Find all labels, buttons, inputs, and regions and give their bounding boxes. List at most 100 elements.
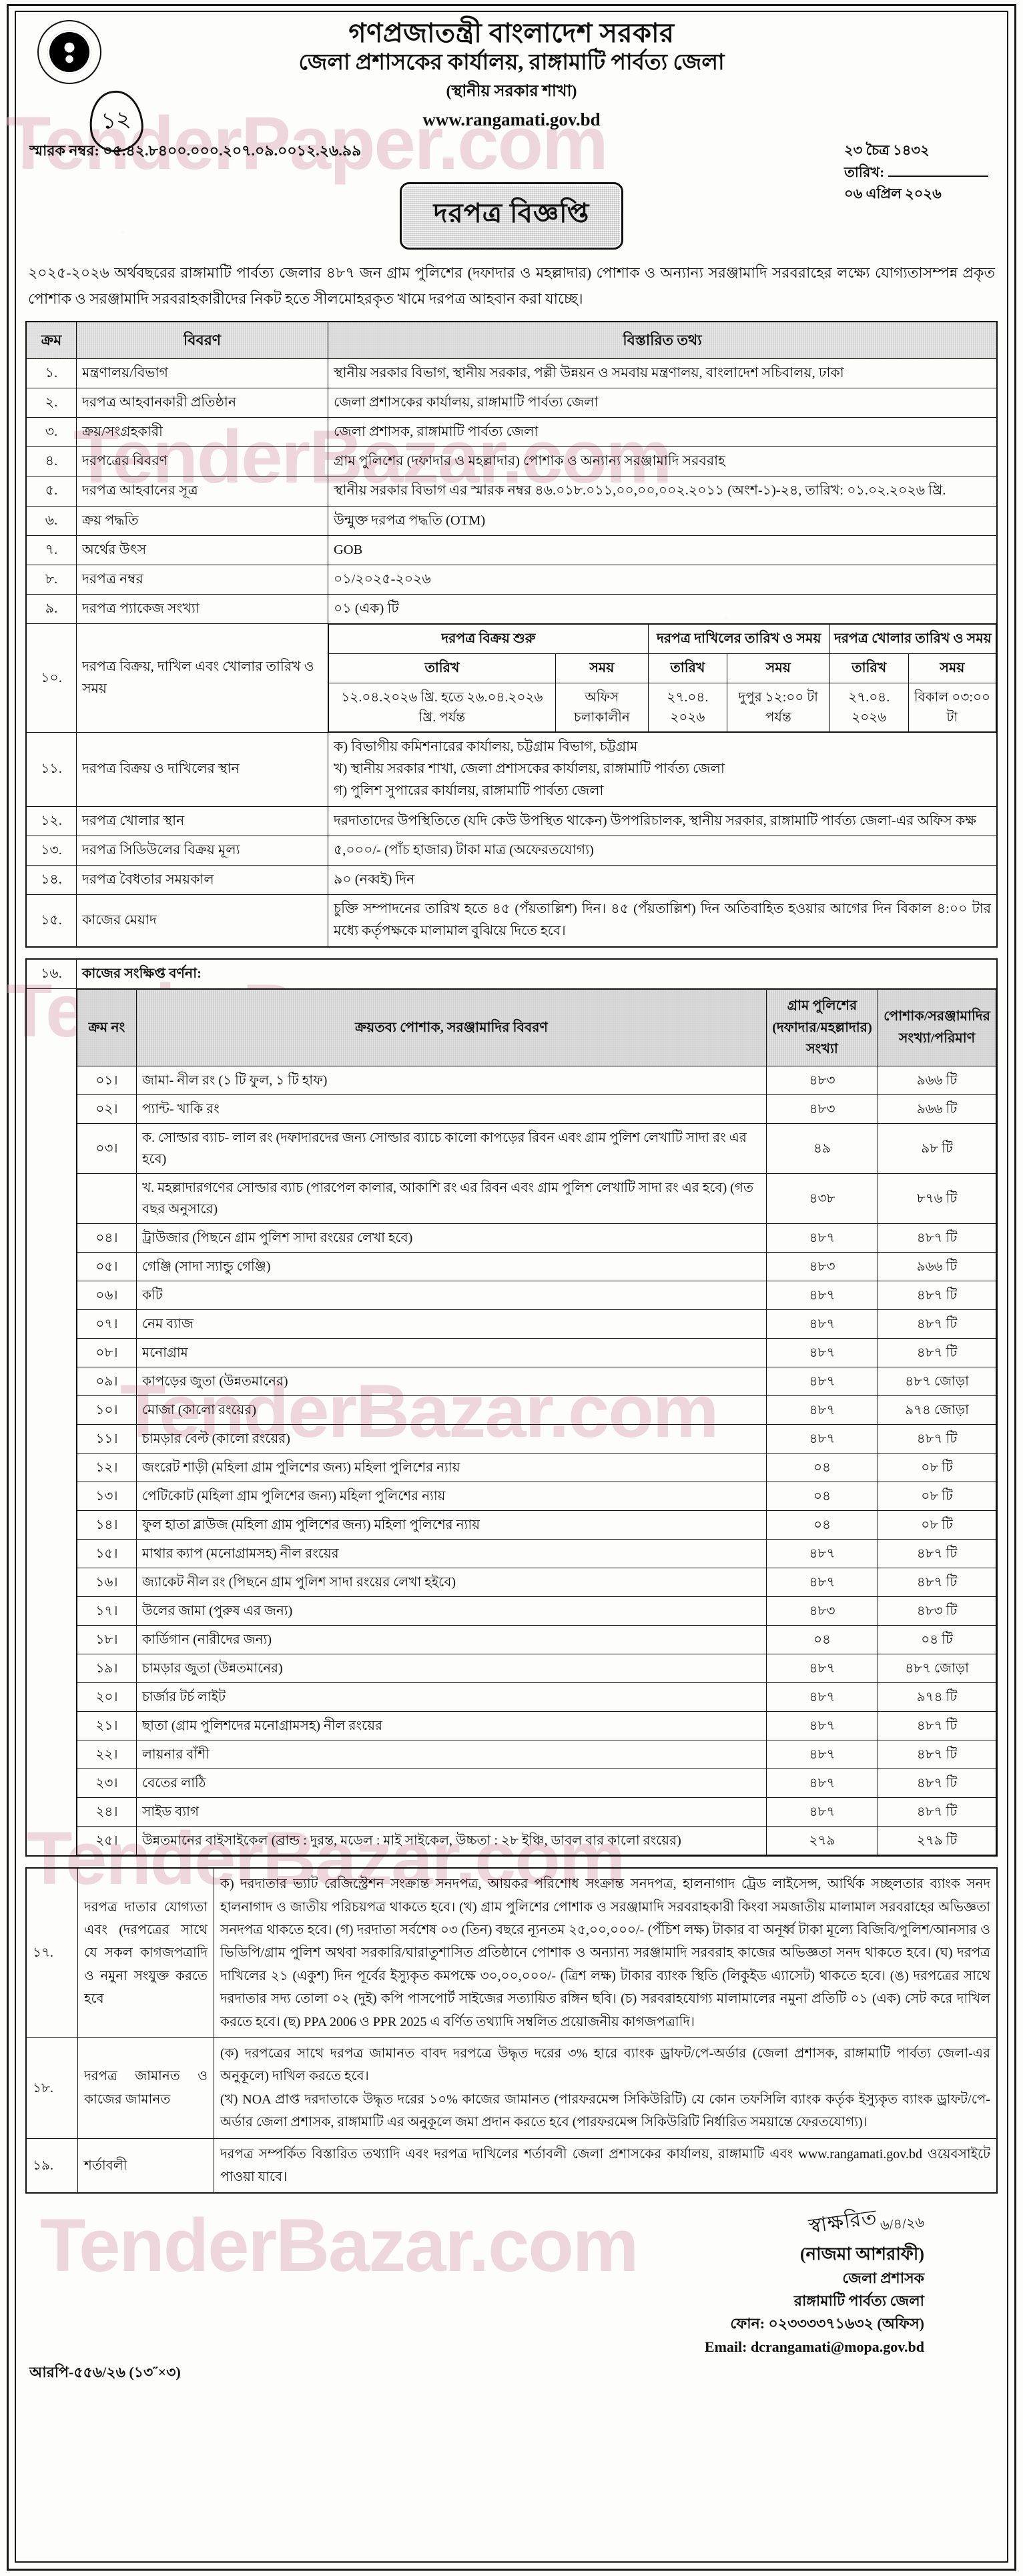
item-description: ছাতা (গ্রাম পুলিশদের মনোগ্রামসহ) নীল রংয… [136, 1711, 767, 1741]
memo-number-block: স্মারক নম্বর: ০৫.৪২.৮৪০০.০০০.২০৭.০৯.০০১২… [25, 139, 361, 164]
item-row: ১২। জংরেট শাড়ী (মহিলা গ্রাম পুলিশের জন্য… [77, 1453, 996, 1483]
items-col-sl: ক্রম নং [77, 988, 137, 1067]
table-row: ১৮. দরপত্র জামানত ও কাজের জামানত (ক) দরপ… [25, 2037, 998, 2139]
item-row: ০৮। মনোগ্রাম ৪৮৭ ৪৮৭ টি [77, 1338, 996, 1368]
item-police-count: ০৪ [766, 1510, 878, 1540]
item-row: ১৮। কার্ডিগান (নারীদের জন্য) ০৪ ০৪ টি [77, 1625, 996, 1655]
section16-label-row: ১৬. কাজের সংক্ষিপ্ত বর্ণনা: [25, 958, 998, 989]
item-sl: ০৪। [77, 1223, 137, 1253]
footer-row: আরপি-৫৫৬/২৬ (১৩˝×৩) [25, 2361, 998, 2388]
item-police-count: ০৪ [766, 1482, 878, 1512]
item-sl: ১৫। [77, 1539, 137, 1569]
row-heading: দরপত্র দাতার যোগ্যতা এবং (দরপত্রের সাথে … [77, 1867, 214, 2038]
row-sl: ৪. [25, 446, 77, 477]
item-quantity: ৪৮৭ টি [878, 1539, 996, 1569]
tender-notice-title: দরপত্র বিজ্ঞপ্তি [433, 198, 590, 229]
government-title: গণপ্রজাতন্ত্রী বাংলাদেশ সরকার [348, 18, 675, 48]
item-sl: ০৫। [77, 1252, 137, 1282]
item-row: ১৩। পেটিকোট (মহিলা গ্রাম পুলিশের জন্য) মহ… [77, 1482, 996, 1512]
item-police-count: ৪৮৭ [766, 1539, 878, 1569]
website-url: www.rangamati.gov.bd [422, 109, 601, 130]
item-police-count: ০৪ [766, 1625, 878, 1655]
table-row: ১৭. দরপত্র দাতার যোগ্যতা এবং (দরপত্রের স… [25, 1867, 998, 2038]
schedule-group-header-row: দরপত্র বিক্রয় শুরু দরপত্র দাখিলের তারিখ… [328, 624, 997, 655]
intro-paragraph: ২০২৫-২০২৬ অর্থবছরের রাঙ্গামাটি পার্বত্য … [28, 264, 995, 307]
item-sl: ১৯। [77, 1654, 137, 1684]
item-description: কটি [136, 1281, 767, 1311]
item-row: ১০। মোজা (কালো রংয়ের) ৪৮৭ ৯৭৪ জোড়া [77, 1395, 996, 1425]
item-sl: ১৮। [77, 1625, 137, 1655]
item-quantity: ৯৮ টি [878, 1123, 996, 1175]
opening-date: ২৭.০৪. ২০২৬ [829, 682, 909, 732]
tender-details-table: ক্রম বিবরণ বিস্তারিত তথ্য ১. মন্ত্রণালয়/… [25, 321, 998, 948]
item-police-count: ৪৮৭ [766, 1281, 878, 1311]
row-info: চুক্তি সম্পাদনের তারিখ হতে ৪৫ (পঁয়তাল্ল… [328, 894, 998, 948]
section16-label: কাজের সংক্ষিপ্ত বর্ণনা: [76, 958, 998, 989]
item-description: পেটিকোট (মহিলা গ্রাম পুলিশের জন্য) মহিলা… [136, 1482, 767, 1512]
schedule-value-row: ১২.০৪.২০২৬ খ্রি. হতে ২৬.০৪.২০২৬ খ্রি. পর… [328, 682, 997, 732]
item-sl: ০৬। [77, 1281, 137, 1311]
row-sl: ১৯. [25, 2138, 78, 2194]
sub-header-time-3: সময় [908, 653, 997, 683]
row-sl: ৮. [25, 565, 77, 595]
item-police-count: ৪৮৭ [766, 1740, 878, 1770]
row-heading: শর্তাবলী [77, 2138, 214, 2194]
bangladesh-government-emblem-icon [37, 20, 101, 84]
memo-number-value: ০৫.৪২.৮৪০০.০০০.২০৭.০৯.০০১২.২৬.৯৯ [103, 142, 362, 159]
table-row: ১৩. দরপত্র সিডিউলের বিক্রয় মূল্য ৫,০০০/- … [25, 835, 998, 866]
item-quantity: ৯৬৬ টি [878, 1252, 996, 1282]
item-police-count: ৪৮৩ [766, 1066, 878, 1096]
item-police-count: ৪৯ [766, 1123, 878, 1175]
item-row: ১৭। উলের জামা (পুরুষ এর জন্য) ৪৮৩ ৪৮৩ টি [77, 1596, 996, 1626]
row-info: দরদাতাদের উপস্থিতিতে (যদি কেউ উপস্থিত থা… [328, 806, 998, 836]
table-row: ৪. দরপত্রের বিবরণ গ্রাম পুলিশের (দফাদার ও … [25, 446, 998, 477]
item-sl: ১৬। [77, 1568, 137, 1598]
item-police-count: ৪৮৭ [766, 1768, 878, 1799]
items-body: ০১। জামা- নীল রং (১ টি ফুল, ১ টি হাফ) ৪৮৩ ৯… [77, 1066, 996, 1856]
item-row: ২৫। উন্নতমানের বাইসাইকেল (ব্রান্ড : দুরন্… [77, 1826, 996, 1856]
item-police-count: ৪৮৭ [766, 1568, 878, 1598]
item-quantity: ৪৮৩ টি [878, 1596, 996, 1626]
item-sl: ২৪। [77, 1797, 137, 1827]
row-info: ক) বিভাগীয় কমিশনারের কার্যালয়, চট্টগ্র… [328, 731, 998, 807]
row-info: ০১/২০২৫-২০২৬ [328, 565, 998, 595]
group-header-submission: দরপত্র দাখিলের তারিখ ও সময় [647, 624, 830, 655]
row-desc: দরপত্র বৈধতার সময়কাল [76, 864, 328, 896]
item-quantity: ০৮ টি [878, 1510, 996, 1540]
item-police-count: ৪৮৭ [766, 1797, 878, 1827]
table-row: ২. দরপত্র আহবানকারী প্রতিষ্ঠান জেলা প্রশাস… [25, 387, 998, 418]
item-quantity: ০৮ টি [878, 1453, 996, 1483]
item-sl: ০১। [77, 1066, 137, 1096]
item-description: প্যান্ট- খাকি রং [136, 1094, 767, 1124]
item-sl: ১০। [77, 1395, 137, 1425]
row-desc: ক্রয় পদ্ধতি [76, 505, 328, 536]
section16-sl: ১৬. [25, 958, 77, 989]
item-description: সাইড ব্যাগ [136, 1797, 767, 1827]
schedule-nested-cell: দরপত্র বিক্রয় শুরু দরপত্র দাখিলের তারিখ… [328, 623, 998, 733]
item-description: ট্রাউজার (পিছনে গ্রাম পুলিশ সাদা রংয়ের … [136, 1223, 767, 1253]
row-desc: ক্রয়/সংগ্রহকারী [76, 417, 328, 448]
item-description: চামড়ার বেল্ট (কালো রংয়ের) [136, 1424, 767, 1454]
tender-notice-stamp: দরপত্র বিজ্ঞপ্তি [399, 182, 624, 250]
item-quantity: ৯৭৪ জোড়া [878, 1395, 996, 1425]
item-description: জ্যাকেট নীল রং (পিছনে গ্রাম পুলিশ সাদা র… [136, 1568, 767, 1598]
row-sl: ১৫. [25, 894, 77, 948]
item-quantity: ৯৬৬ টি [878, 1094, 996, 1124]
row-desc: অর্থের উৎস [76, 535, 328, 566]
item-sl: ০২। [77, 1094, 137, 1124]
item-row: ১৫। মাথার ক্যাপ (মনোগ্রামসহ) নীল রংয়ের ৪৮… [77, 1539, 996, 1569]
item-description: জংরেট শাড়ী (মহিলা গ্রাম পুলিশের জন্য) ম… [136, 1453, 767, 1483]
contact-email: Email: dcrangamati@mopa.gov.bd [704, 2338, 924, 2355]
date-rule [888, 175, 989, 177]
opening-time: বিকাল ০৩:০০ টা [908, 682, 997, 732]
row-sl: ১৩. [25, 835, 77, 866]
item-quantity: ৪৮৭ টি [878, 1281, 996, 1311]
item-row: ০১। জামা- নীল রং (১ টি ফুল, ১ টি হাফ) ৪৮৩ ৯… [77, 1066, 996, 1096]
item-row: ২৩। বেতের লাঠি ৪৮৭ ৪৮৭ টি [77, 1768, 996, 1799]
row-desc: দরপত্রের বিবরণ [76, 446, 328, 477]
item-row: ১৬। জ্যাকেট নীল রং (পিছনে গ্রাম পুলিশ সাদ… [77, 1568, 996, 1598]
row-sl: ১৭. [25, 1867, 78, 2038]
row-desc: দরপত্র খোলার স্থান [76, 806, 328, 836]
row-info: স্থানীয় সরকার বিভাগ, স্থানীয় সরকার, পল… [328, 358, 998, 388]
